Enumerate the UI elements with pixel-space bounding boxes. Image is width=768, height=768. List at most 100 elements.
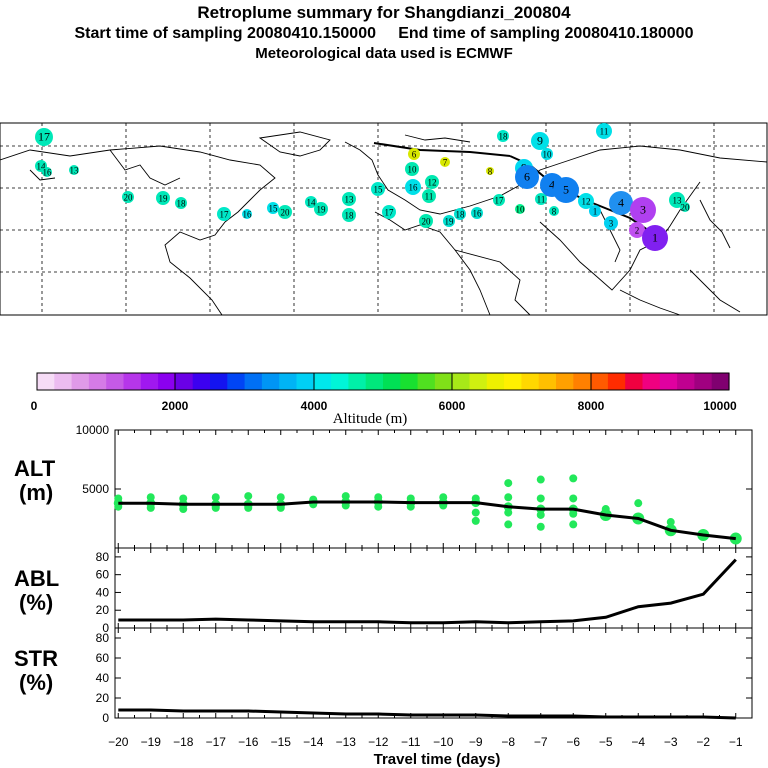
x-tick-label: −11 [401,735,421,749]
trajectory-marker-label: 1 [593,207,598,217]
abl-panel-label: ABL [14,566,59,591]
trajectory-marker-label: 13 [70,166,80,176]
trajectory-marker-label: 1 [652,231,658,245]
trajectory-marker-label: 5 [563,183,569,197]
x-tick-label: −3 [664,735,678,749]
trajectory-marker [531,132,549,150]
trajectory-marker-label: 19 [445,217,455,227]
x-tick-label: −14 [303,735,324,749]
trajectory-marker [405,179,421,195]
colorbar-tick: 4000 [301,399,328,413]
colorbar-tick: 6000 [439,399,466,413]
spread-point [666,518,675,527]
colorbar-cell [123,373,142,390]
trajectory-marker [42,167,52,177]
colorbar-cell [573,373,592,390]
trajectory-marker [497,130,509,142]
trajectory-marker [371,182,385,196]
spread-point [244,492,253,501]
colorbar-cell [711,373,730,390]
trajectory-marker [630,197,656,223]
colorbar-cell [469,373,488,390]
trajectory-marker-label: 4 [549,178,555,192]
trajectory-marker [609,191,633,215]
colorbar-cell [417,373,436,390]
colorbar-cell [261,373,280,390]
trajectory-marker-label: 17 [495,196,505,206]
trajectory-marker [604,216,618,230]
x-tick-label: −4 [631,735,645,749]
trajectory-marker [267,202,279,214]
trajectory-marker [629,222,645,238]
trajectory-marker [314,202,328,216]
trajectory-marker [493,194,505,206]
trajectory-marker-label: 7 [443,158,448,168]
time-series-panels: ALT (m) ABL (%) STR (%) 5000 10000 0 20 40 6… [14,423,753,768]
colorbar-tick: 10000 [703,399,737,413]
y-tick-label: 60 [96,651,110,665]
colorbar-cell [140,373,159,390]
colorbar-cell [88,373,107,390]
trajectory-marker-label: 2 [635,226,640,236]
series-line [118,500,736,541]
x-tick-label: −8 [501,735,515,749]
x-tick-label: −9 [469,735,483,749]
x-axis-title: Travel time (days) [374,751,501,768]
colorbar-cell [521,373,540,390]
trajectory-marker [122,191,134,203]
str-panel-label: STR [14,646,58,671]
trajectory-marker [342,208,356,222]
colorbar-tick: 0 [31,399,38,413]
trajectory-marker-label: 16 [473,209,483,219]
trajectory-marker [454,208,466,220]
trajectory-marker [535,193,547,205]
trajectory-marker [35,128,53,146]
colorbar-cell [244,373,263,390]
x-tick-label: −12 [368,735,389,749]
trajectory-marker-label: 11 [425,192,434,202]
trajectory-marker [419,214,433,228]
trajectory-marker [596,123,612,139]
colorbar-cell [625,373,644,390]
colorbar-tick: 2000 [162,399,189,413]
y-tick-label: 5000 [82,482,109,496]
trajectory-marker-label: 3 [640,203,646,217]
trajectory-marker [408,148,420,160]
colorbar-cell [677,373,695,390]
trajectory-marker-label: 10 [516,205,526,215]
trajectory-marker-label: 13 [345,195,355,205]
colorbar-cell [37,373,55,390]
colorbar-label: Altitude (m) [333,411,408,427]
panels-frame [114,429,753,719]
trajectory-marker [680,202,690,212]
alt-panel-label: ALT [14,456,56,481]
spread-point [536,522,545,531]
trajectory-marker-label: 9 [537,134,543,148]
x-tick-label: −1 [729,735,743,749]
trajectory-marker [440,157,450,167]
trajectory-marker [156,191,170,205]
met-data-note: Meteorological data used is ECMWF [255,45,513,62]
spread-point [536,475,545,484]
colorbar-cell [71,373,90,390]
trajectory-marker-label: 18 [177,199,187,209]
colorbar-cell [486,373,505,390]
trajectory-marker-label: 6 [524,170,530,184]
trajectory-marker [175,197,187,209]
colorbar-cell [504,373,522,390]
spread-point [504,520,513,529]
trajectory-marker [69,165,79,175]
y-tick-label: 10000 [76,423,110,437]
trajectory-marker-label: 16 [243,210,253,220]
trajectory-marker [578,193,594,209]
colorbar-cell [556,373,574,390]
trajectory-marker-label: 15 [374,185,384,195]
x-tick-label: −10 [433,735,454,749]
trajectory-marker [515,165,539,189]
trajectory-marker-label: 4 [618,196,624,210]
x-tick-label: −6 [566,735,580,749]
colorbar-cell [175,373,194,390]
trajectory-marker-label: 19 [159,194,169,204]
